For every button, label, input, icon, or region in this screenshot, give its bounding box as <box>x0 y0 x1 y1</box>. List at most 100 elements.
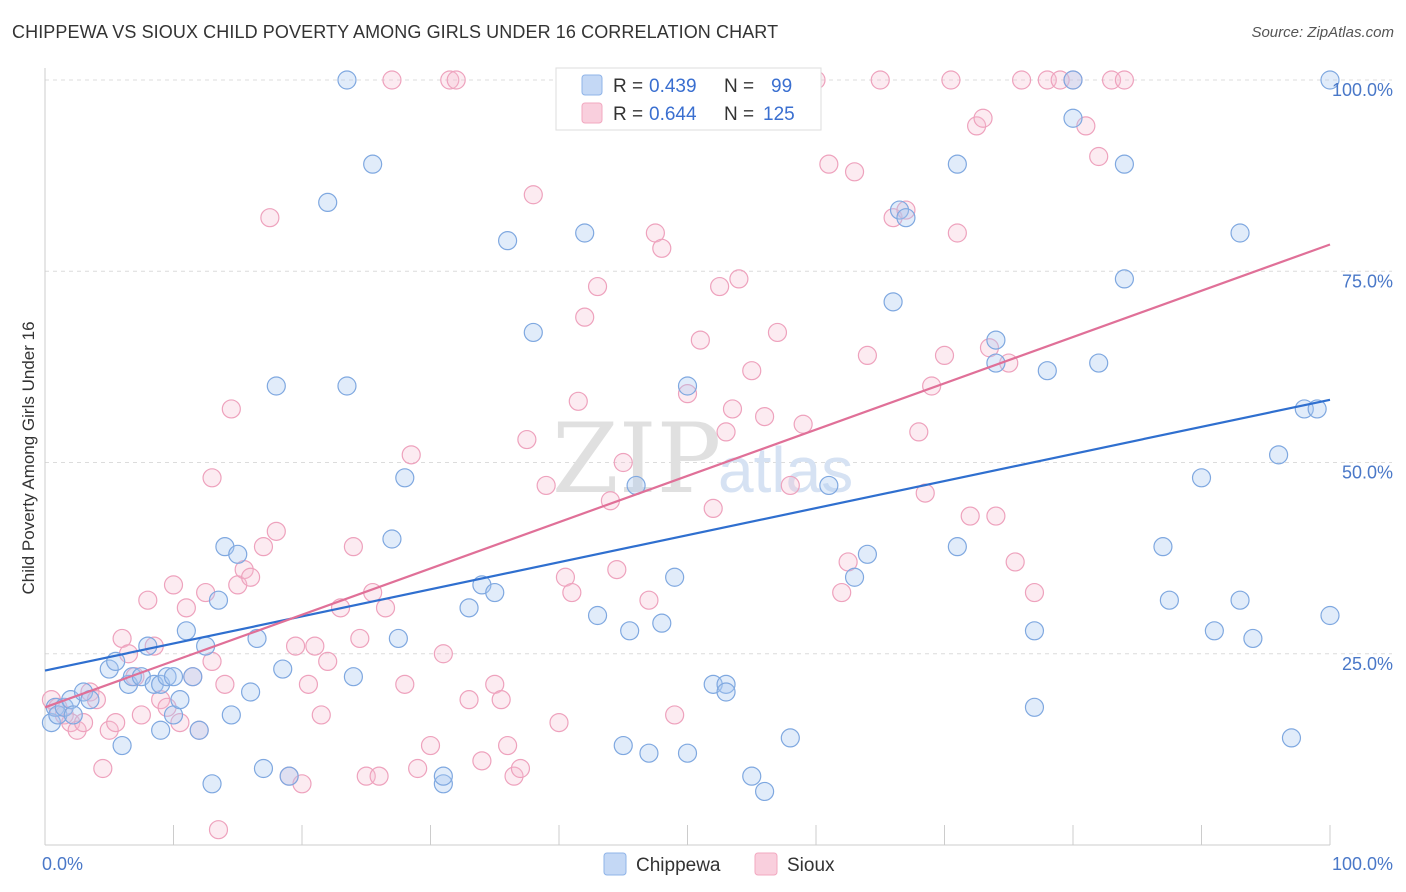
chippewa-point-67 <box>780 728 800 748</box>
chippewa-point-72 <box>889 200 910 220</box>
legend-swatch-sioux <box>581 102 603 124</box>
chippewa-point-6 <box>73 682 94 702</box>
sioux-point-88 <box>742 361 762 381</box>
legend-r-label-2: R = <box>613 104 643 125</box>
chippewa-point-37 <box>318 192 338 212</box>
chippewa-point-0 <box>41 712 62 733</box>
chippewa-point-8 <box>99 659 119 679</box>
chippewa-point-46 <box>433 766 453 786</box>
sioux-point-79 <box>652 238 672 258</box>
sioux-point-94 <box>819 154 839 174</box>
sioux-trend-line <box>44 243 1331 709</box>
chippewa-point-81 <box>1063 70 1083 90</box>
chippewa-point-29 <box>221 705 241 725</box>
watermark-atlas: atlas <box>718 434 853 506</box>
sioux-point-67 <box>536 475 556 496</box>
sioux-point-40 <box>305 636 325 656</box>
chippewa-point-87 <box>1159 590 1179 610</box>
chippewa-point-69 <box>844 567 865 587</box>
chippewa-point-55 <box>620 621 640 641</box>
chippewa-point-42 <box>382 529 402 549</box>
sioux-point-15 <box>138 590 158 610</box>
chippewa-point-60 <box>677 743 698 763</box>
chippewa-point-5 <box>63 705 83 725</box>
chippewa-point-26 <box>202 774 222 794</box>
chippewa-point-24 <box>189 720 209 740</box>
chippewa-point-18 <box>157 667 177 687</box>
sioux-point-90 <box>767 322 788 343</box>
sioux-point-4 <box>67 720 87 740</box>
chippewa-point-65 <box>742 766 762 786</box>
sioux-point-50 <box>382 70 402 90</box>
y-axis-title: Child Poverty Among Girls Under 16 <box>19 321 38 594</box>
sioux-point-123 <box>1114 70 1135 90</box>
chippewa-point-23 <box>183 667 203 687</box>
chippewa-point-32 <box>247 628 267 649</box>
sioux-point-68 <box>549 712 569 733</box>
sioux-point-108 <box>960 506 980 526</box>
sioux-point-49 <box>375 598 396 618</box>
chippewa-point-88 <box>1191 468 1212 488</box>
chippewa-point-70 <box>857 544 878 564</box>
chippewa-point-35 <box>273 659 293 679</box>
sioux-point-55 <box>433 644 453 664</box>
y-tick-label-1: 50.0% <box>1342 463 1393 483</box>
chippewa-point-34 <box>266 376 286 396</box>
sioux-point-51 <box>395 674 415 694</box>
sioux-point-110 <box>973 108 993 128</box>
sioux-point-101 <box>896 200 916 220</box>
sioux-point-70 <box>562 582 582 603</box>
sioux-point-116 <box>1024 582 1045 603</box>
chippewa-point-84 <box>1114 154 1135 174</box>
legend-r-value-1: 0.439 <box>649 76 697 97</box>
y-tick-label-0: 25.0% <box>1342 654 1393 674</box>
sioux-point-59 <box>472 751 492 771</box>
chippewa-point-49 <box>485 582 505 603</box>
y-tick-label-2: 75.0% <box>1342 271 1393 291</box>
x-tick-label-0: 0.0% <box>42 854 83 874</box>
y-tick-label-3: 100.0% <box>1332 80 1393 100</box>
series-legend-label-chippewa: Chippewa <box>636 855 721 876</box>
chippewa-point-2 <box>48 705 68 725</box>
x-tick-label-1: 100.0% <box>1332 854 1393 874</box>
chippewa-point-39 <box>337 376 357 396</box>
chippewa-point-58 <box>652 613 672 633</box>
chippewa-point-75 <box>947 154 967 174</box>
legend-n-label-2: N = <box>724 104 754 125</box>
chippewa-point-83 <box>1089 353 1109 373</box>
sioux-point-73 <box>587 276 608 297</box>
sioux-point-114 <box>1005 552 1025 572</box>
chippewa-point-36 <box>279 766 299 786</box>
chippewa-point-44 <box>395 468 415 488</box>
sioux-point-53 <box>408 758 428 779</box>
sioux-point-28 <box>215 674 235 694</box>
series-legend: Chippewa Sioux <box>603 852 835 876</box>
chippewa-point-51 <box>523 322 543 343</box>
series-legend-label-sioux: Sioux <box>787 855 835 876</box>
chippewa-point-54 <box>613 735 633 756</box>
sioux-point-37 <box>285 636 306 656</box>
sioux-point-32 <box>241 567 261 587</box>
sioux-point-71 <box>568 391 588 411</box>
sioux-point-19 <box>163 575 184 595</box>
sioux-point-42 <box>318 651 338 672</box>
sioux-point-89 <box>754 407 775 427</box>
sioux-point-65 <box>517 429 537 450</box>
sioux-point-26 <box>202 468 222 488</box>
sioux-point-62 <box>498 735 518 756</box>
chippewa-point-52 <box>575 223 595 243</box>
sioux-point-41 <box>311 705 331 725</box>
chippewa-point-71 <box>883 292 903 312</box>
sioux-point-56 <box>440 70 460 90</box>
chippewa-point-59 <box>665 567 685 587</box>
chippewa-point-17 <box>151 720 171 740</box>
sioux-point-75 <box>607 559 627 580</box>
chippewa-point-82 <box>1063 108 1083 128</box>
trend-lines <box>44 243 1331 709</box>
sioux-point-5 <box>73 712 94 733</box>
sioux-point-34 <box>260 208 280 228</box>
sioux-point-82 <box>690 330 710 350</box>
chippewa-point-10 <box>112 735 132 756</box>
chippewa-point-86 <box>1153 537 1173 557</box>
chippewa-point-19 <box>163 667 184 687</box>
